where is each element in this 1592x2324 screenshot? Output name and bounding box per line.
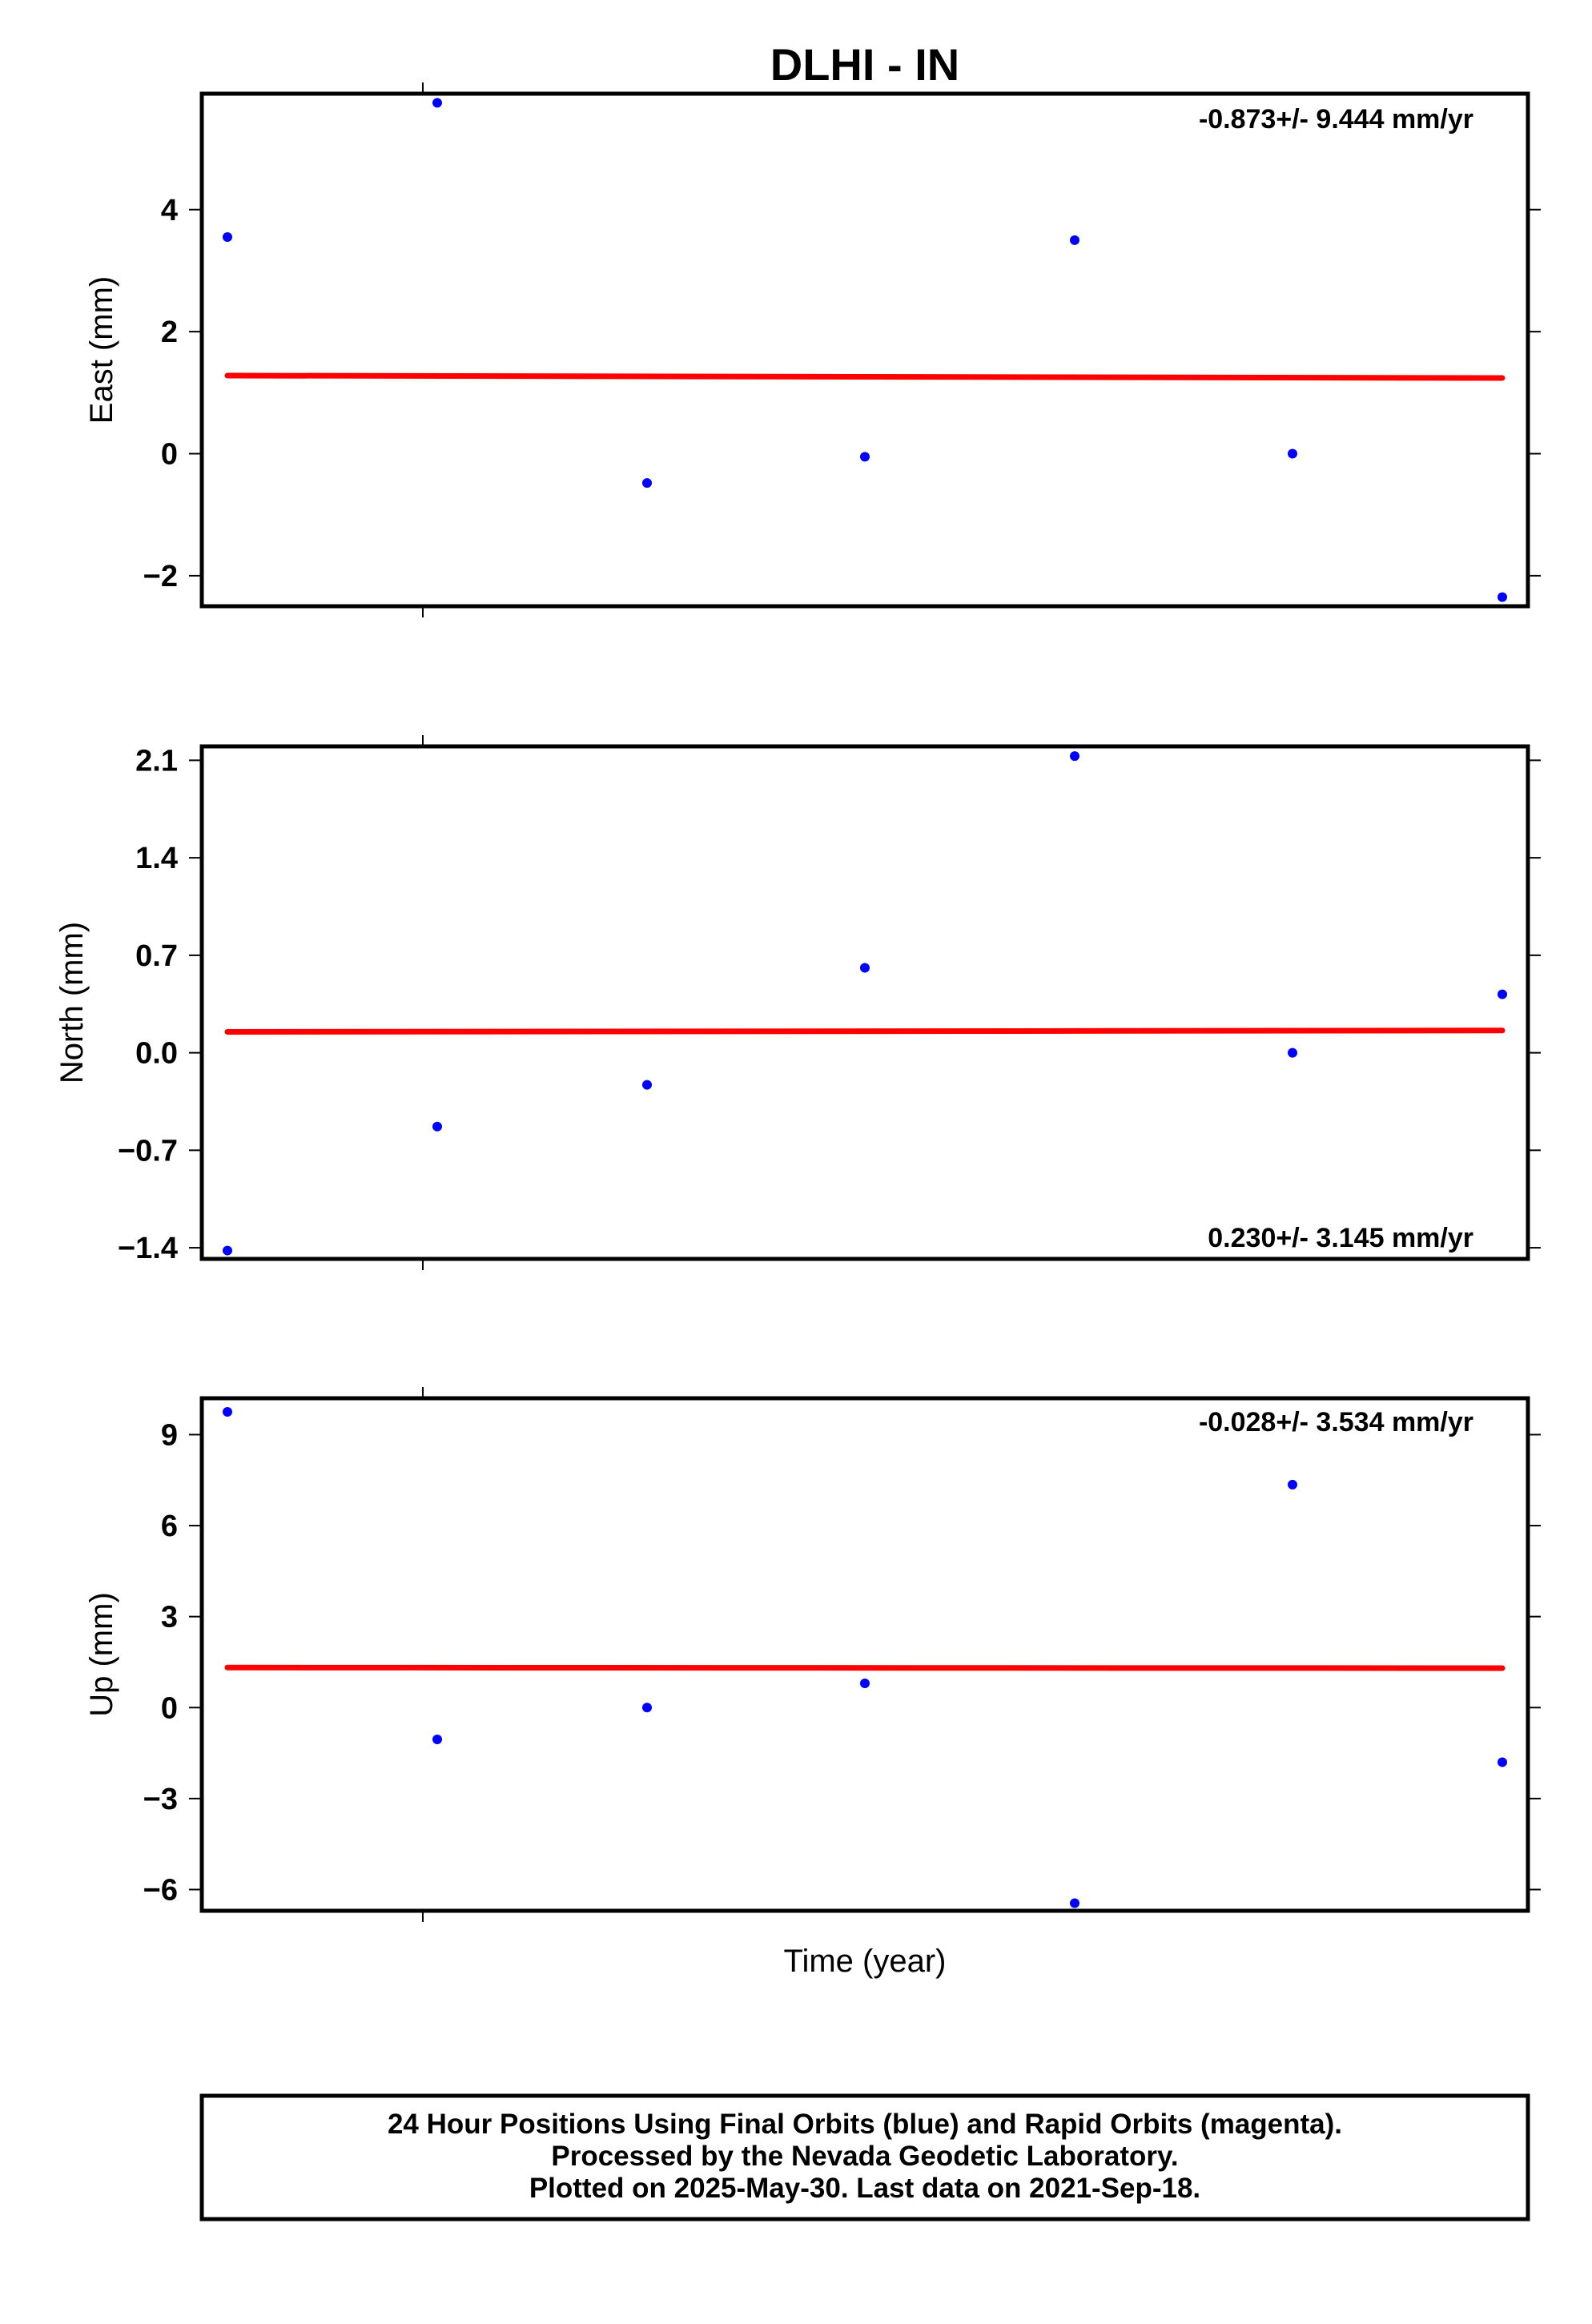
- north-rate: 0.230+/- 3.145 mm/yr: [1208, 1223, 1473, 1253]
- footer-box: 24 Hour Positions Using Final Orbits (bl…: [199, 2093, 1530, 2221]
- x-axis-label: Time (year): [784, 1944, 947, 1979]
- north-data-point: [860, 963, 870, 973]
- up-ylabel: Up (mm): [84, 1592, 119, 1717]
- north-ytick-label: 0.0: [135, 1037, 178, 1071]
- north-data-point: [1498, 989, 1507, 999]
- east-ylabel: East (mm): [84, 276, 119, 424]
- up-data-point: [223, 1407, 232, 1417]
- north-data-point: [642, 1080, 652, 1090]
- north-plot-frame: [199, 744, 1530, 1261]
- north-trend-line: [224, 1027, 1506, 1035]
- footer-line-3: Plotted on 2025-May-30. Last data on 202…: [529, 2173, 1200, 2204]
- up-panel: −6 −3 0 3 6 9 Up (mm) -0.028+/- 3.534 mm/yr: [84, 1387, 1541, 1922]
- east-ytick-label: −2: [143, 560, 178, 593]
- east-trend-line: [224, 372, 1506, 381]
- footer-frame: [199, 2093, 1530, 2221]
- east-plot-frame: [199, 91, 1530, 609]
- up-data-point: [860, 1678, 870, 1688]
- east-rate: -0.873+/- 9.444 mm/yr: [1199, 104, 1473, 135]
- up-plot-frame: [199, 1396, 1530, 1913]
- north-ytick-label: −1.4: [118, 1232, 178, 1265]
- east-ytick-label: 2: [161, 316, 178, 349]
- up-rate: -0.028+/- 3.534 mm/yr: [1199, 1407, 1473, 1437]
- north-ytick-label: 1.4: [135, 842, 178, 875]
- up-ytick-label: 9: [161, 1418, 178, 1452]
- footer-line-2: Processed by the Nevada Geodetic Laborat…: [551, 2141, 1178, 2172]
- east-ytick-label: 0: [161, 438, 178, 472]
- up-data-point: [642, 1703, 652, 1713]
- up-data-point: [432, 1735, 442, 1745]
- up-marks: −6 −3 0 3 6 9: [143, 1387, 1541, 1922]
- north-marks: −1.4 −0.7 0.0 0.7 1.4 2.1: [118, 735, 1541, 1270]
- up-data-point: [1498, 1757, 1507, 1767]
- east-data-point: [1288, 448, 1297, 459]
- east-data-point: [642, 478, 652, 489]
- up-trend-line: [224, 1664, 1506, 1671]
- up-data-point: [1288, 1479, 1297, 1490]
- north-data-point: [1288, 1047, 1297, 1058]
- east-data-point: [223, 232, 232, 243]
- footer-line-1: 24 Hour Positions Using Final Orbits (bl…: [388, 2109, 1342, 2140]
- east-data-point: [860, 452, 870, 462]
- up-data-point: [1070, 1898, 1079, 1908]
- up-ytick-label: 6: [161, 1510, 178, 1543]
- north-ylabel: North (mm): [54, 922, 90, 1084]
- east-data-point: [432, 98, 442, 108]
- up-ytick-label: −3: [143, 1783, 178, 1816]
- north-ytick-label: 0.7: [135, 939, 178, 973]
- east-data-point: [1498, 592, 1507, 602]
- north-data-point: [1070, 751, 1079, 762]
- up-ytick-label: −6: [143, 1873, 178, 1907]
- north-data-point: [432, 1121, 442, 1132]
- north-data-point: [223, 1245, 232, 1256]
- north-ytick-label: −0.7: [118, 1134, 178, 1168]
- east-ytick-label: 4: [161, 194, 178, 227]
- east-marks: −2 0 2 4: [143, 82, 1541, 617]
- north-ytick-label: 2.1: [135, 744, 178, 778]
- north-panel: −1.4 −0.7 0.0 0.7 1.4 2.1 North (mm) 0.230+/-…: [54, 735, 1541, 1270]
- chart-title: DLHI - IN: [770, 39, 959, 90]
- east-panel: −2 0 2 4 East (mm) -0.873+/- 9.444 mm/yr: [84, 82, 1541, 617]
- up-ytick-label: 3: [161, 1601, 178, 1634]
- up-ytick-label: 0: [161, 1691, 178, 1725]
- east-data-point: [1070, 235, 1079, 245]
